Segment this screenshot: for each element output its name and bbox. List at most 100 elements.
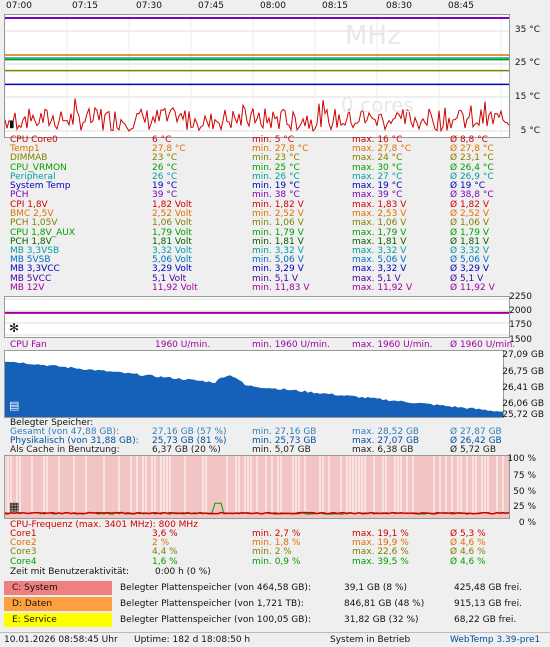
- sensor-avg: Ø 27,87 GB: [450, 427, 502, 437]
- sensor-current: 27,8 °C: [152, 144, 186, 155]
- sensor-max: max. 39 °C: [352, 190, 403, 201]
- sensor-max: max. 30 °C: [352, 162, 403, 173]
- sensor-current: 5,1 Volt: [152, 273, 187, 284]
- sensor-max: max. 22,6 %: [352, 547, 409, 558]
- sensor-min: min. 2 %: [252, 547, 292, 558]
- sensor-current: 1,81 Volt: [152, 236, 192, 247]
- sensor-name: Core2: [10, 538, 37, 549]
- temperature-graph: MHz 0 cores ▮: [4, 14, 510, 138]
- sensor-min: min. 25,73 GB: [252, 436, 317, 447]
- sensor-row: Als Cache in Benutzung: 6,37 GB (20 %) min…: [10, 445, 550, 455]
- fan-min: min. 1960 U/min.: [252, 340, 330, 350]
- time-label: 07:15: [72, 1, 98, 11]
- sensor-row: MB 3,3VSB 3,32 Volt min. 3,32 V max. 3,32 V…: [10, 246, 550, 256]
- sensor-max: max. 5,1 V: [352, 273, 401, 284]
- sensor-current: 2 %: [152, 538, 170, 549]
- sensor-max: max. 11,92 V: [352, 282, 413, 293]
- memory-title-text: Belegter Speicher:: [10, 418, 94, 428]
- sensor-min: min. 27,8 °C: [252, 144, 309, 155]
- time-label: 07:30: [136, 1, 162, 11]
- cpu-title: CPU-Frequenz (max. 3401 MHz): 800 MHz: [10, 520, 550, 530]
- sensor-name: PCH: [10, 190, 29, 201]
- sensor-max: max. 1,83 V: [352, 200, 407, 210]
- scale-label: 26,75 GB: [502, 367, 544, 377]
- sensor-current: 1,06 Volt: [152, 218, 192, 229]
- status-bar: 10.01.2026 08:58:45 Uhr Uptime: 182 d 18…: [0, 632, 550, 647]
- sensor-avg: Ø 5,3 %: [450, 529, 486, 539]
- time-label: 08:15: [322, 1, 348, 11]
- sensor-avg: Ø 3,29 V: [450, 264, 490, 275]
- sensor-name: MB 3,3VSB: [10, 246, 60, 256]
- sensor-name: DIMMAB: [10, 153, 48, 164]
- sensor-min: min. 5 °C: [252, 135, 295, 145]
- sensor-min: min. 1,06 V: [252, 218, 304, 229]
- fan-name: CPU Fan: [10, 340, 47, 350]
- sensor-max: max. 19,9 %: [352, 538, 409, 549]
- memory-title: Belegter Speicher:: [10, 418, 550, 428]
- drive-row[interactable]: D: Daten Belegter Plattenspeicher (von 1,…: [4, 597, 550, 611]
- sensor-name: Core1: [10, 529, 37, 539]
- sensor-avg: Ø 5,1 V: [450, 273, 484, 284]
- sensor-name: MB 12V: [10, 282, 45, 293]
- sensor-name: MB 5VSB: [10, 255, 51, 266]
- sensor-row: BMC 2,5V 2,52 Volt min. 2,52 V max. 2,53 V Ø…: [10, 209, 550, 219]
- idle-value: 0:00 h (0 %): [155, 567, 211, 577]
- sensor-min: min. 11,83 V: [252, 282, 310, 293]
- sensor-max: max. 3,32 V: [352, 246, 407, 256]
- sensor-avg: Ø 1,06 V: [450, 218, 490, 229]
- sensor-row: MB 3,3VCC 3,29 Volt min. 3,29 V max. 3,32 V…: [10, 264, 550, 274]
- time-axis: 07:00 07:15 07:30 07:45 08:00 08:15 08:30 08:45: [0, 0, 550, 14]
- drive-row[interactable]: C: System Belegter Plattenspeicher (von 4…: [4, 581, 550, 595]
- status-state: System in Betrieb: [330, 635, 411, 645]
- sensor-max: max. 1,06 V: [352, 218, 407, 229]
- fan-icon: ✻: [9, 321, 20, 335]
- cpu-icon: ▦: [9, 500, 20, 513]
- time-label: 07:45: [198, 1, 224, 11]
- drive-used: 39,1 GB (8 %): [344, 583, 408, 593]
- scale-label: 50 %: [513, 487, 536, 497]
- sensor-max: max. 27,07 GB: [352, 436, 420, 447]
- sensor-current: 19 °C: [152, 181, 178, 191]
- sensor-name: CPI 1,8V: [10, 200, 48, 210]
- sensor-current: 27,16 GB (57 %): [152, 427, 227, 437]
- sensor-avg: Ø 4,6 %: [450, 538, 486, 549]
- sensor-max: max. 16 °C: [352, 135, 403, 145]
- drive-name-text: D: Daten: [12, 599, 53, 609]
- idle-row: Zeit mit Benutzeraktivität: 0:00 h (0 %): [10, 567, 550, 577]
- scale-label: 2250: [509, 292, 532, 302]
- sensor-max: max. 27 °C: [352, 171, 403, 182]
- sensor-max: max. 39,5 %: [352, 556, 409, 567]
- status-uptime: Uptime: 182 d 18:08:50 h: [134, 635, 251, 645]
- sensor-avg: Ø 27,8 °C: [450, 144, 494, 155]
- sensor-max: max. 28,52 GB: [352, 427, 420, 437]
- sensor-row: MB 5VCC 5,1 Volt min. 5,1 V max. 5,1 V Ø 5,1…: [10, 274, 550, 284]
- sensor-avg: Ø 4,6 %: [450, 547, 486, 558]
- sensor-row: PCH 1,05V 1,06 Volt min. 1,06 V max. 1,06 V…: [10, 218, 550, 228]
- sensor-current: 23 °C: [152, 153, 178, 164]
- sensor-row: CPU 1,8V_AUX 1,79 Volt min. 1,79 V max. 1,7…: [10, 228, 550, 238]
- fan-current: 1960 U/min.: [155, 340, 211, 350]
- drive-free: 915,13 GB frei.: [454, 599, 522, 609]
- sensor-name: Peripheral: [10, 171, 56, 182]
- sensor-name: Core3: [10, 547, 37, 558]
- sensor-name: CPU 1,8V_AUX: [10, 227, 76, 238]
- sensor-name: CPU_VRMON: [10, 162, 67, 173]
- sensor-current: 6,37 GB (20 %): [152, 445, 221, 456]
- sensor-min: min. 25 °C: [252, 162, 300, 173]
- sensor-row: PCH 39 °C min. 38 °C max. 39 °C Ø 38,8 °C: [10, 190, 550, 200]
- sensor-min: min. 1,82 V: [252, 200, 304, 210]
- sensor-row: Core1 3,6 % min. 2,7 % max. 19,1 % Ø 5,3 %: [10, 529, 550, 539]
- fan-row: CPU Fan 1960 U/min. min. 1960 U/min. max…: [10, 340, 550, 350]
- drive-free: 425,48 GB frei.: [454, 583, 522, 593]
- sensor-min: min. 2,7 %: [252, 529, 301, 539]
- sensor-current: 6 °C: [152, 135, 172, 145]
- drive-row[interactable]: E: Service Belegter Plattenspeicher (von …: [4, 613, 550, 627]
- sensor-max: max. 19,1 %: [352, 529, 409, 539]
- sensor-name: PCH 1,8V: [10, 236, 52, 247]
- memory-plot: [5, 361, 503, 417]
- sensor-name: Core4: [10, 556, 37, 567]
- sensor-current: 11,92 Volt: [152, 282, 198, 293]
- thermometer-icon: ▮: [9, 119, 15, 130]
- sensor-current: 1,6 %: [152, 556, 178, 567]
- scale-label: 26,41 GB: [502, 383, 544, 393]
